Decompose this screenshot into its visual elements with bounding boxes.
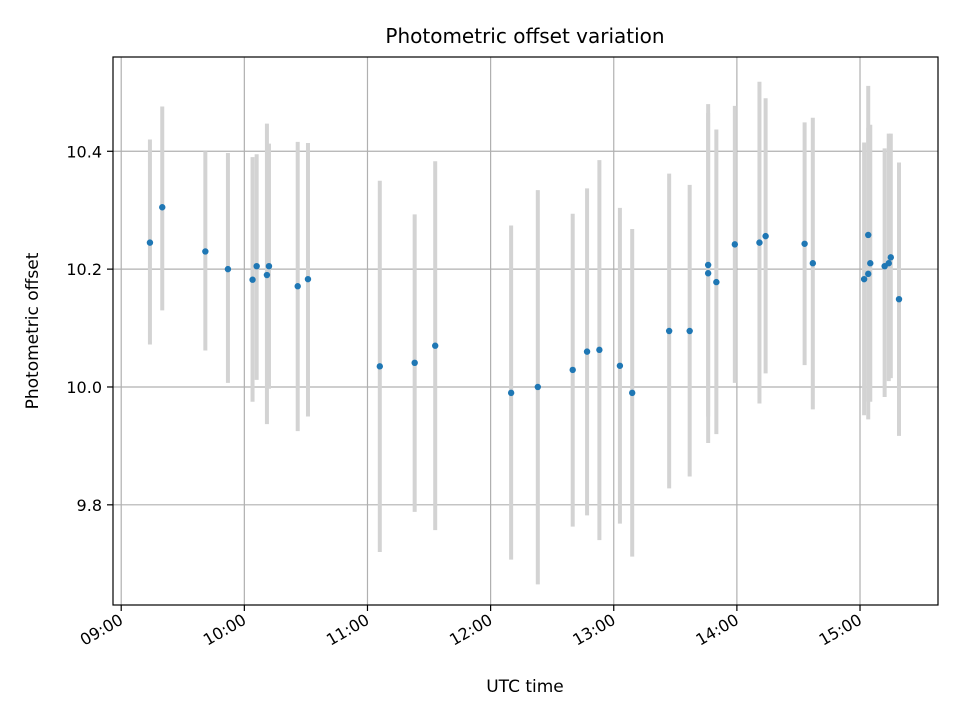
data-point bbox=[713, 278, 720, 286]
data-point bbox=[731, 241, 739, 248]
data-point bbox=[253, 262, 260, 270]
y-axis-label: Photometric offset bbox=[23, 252, 43, 409]
data-point bbox=[507, 389, 515, 397]
data-point bbox=[294, 283, 301, 290]
data-point bbox=[629, 389, 636, 397]
data-point bbox=[224, 265, 232, 273]
data-point bbox=[665, 327, 673, 335]
x-tick-label: 11:00 bbox=[323, 610, 372, 650]
y-tick-label: 10.2 bbox=[66, 260, 102, 279]
data-point bbox=[146, 239, 154, 246]
data-point bbox=[432, 342, 439, 349]
x-axis-ticks: 09:00 10:00 11:00 12:00 13:00 14:00 15:00 bbox=[77, 605, 865, 650]
data-point bbox=[202, 248, 209, 255]
data-point bbox=[263, 271, 271, 279]
x-tick-label: 14:00 bbox=[692, 610, 741, 650]
error-bars bbox=[147, 81, 902, 585]
grid bbox=[113, 57, 938, 605]
data-point bbox=[411, 359, 418, 367]
data-point bbox=[249, 276, 256, 283]
data-point bbox=[686, 327, 693, 335]
data-point bbox=[376, 363, 383, 370]
x-axis-label: UTC time bbox=[486, 677, 564, 697]
x-tick-label: 15:00 bbox=[816, 610, 865, 650]
x-tick-label: 10:00 bbox=[200, 610, 249, 650]
data-point bbox=[885, 260, 892, 267]
data-point bbox=[762, 232, 769, 240]
data-point bbox=[867, 260, 874, 267]
data-point bbox=[801, 240, 808, 247]
data-point bbox=[616, 362, 624, 369]
y-tick-label: 9.8 bbox=[77, 496, 102, 515]
data-point bbox=[809, 260, 817, 267]
data-point bbox=[596, 346, 603, 354]
y-tick-label: 10.4 bbox=[66, 142, 102, 161]
data-point bbox=[887, 254, 894, 261]
chart-title: Photometric offset variation bbox=[385, 24, 664, 48]
data-point bbox=[569, 366, 576, 374]
data-point bbox=[304, 275, 312, 283]
data-point bbox=[860, 275, 868, 283]
y-axis-ticks: 9.8 10.0 10.2 10.4 bbox=[66, 142, 113, 515]
x-tick-label: 09:00 bbox=[77, 610, 126, 650]
data-point bbox=[159, 204, 166, 211]
x-tick-label: 12:00 bbox=[446, 610, 495, 650]
data-points bbox=[146, 204, 903, 397]
x-tick-label: 13:00 bbox=[569, 610, 618, 650]
data-point bbox=[583, 348, 591, 355]
data-point bbox=[895, 295, 903, 303]
y-tick-label: 10.0 bbox=[66, 378, 102, 397]
data-point bbox=[704, 261, 712, 269]
data-point bbox=[865, 231, 872, 239]
data-point bbox=[865, 270, 872, 278]
data-point bbox=[534, 383, 542, 391]
data-point bbox=[704, 270, 712, 277]
plot-frame bbox=[112, 56, 939, 606]
data-point bbox=[265, 262, 273, 270]
data-point bbox=[756, 239, 763, 246]
